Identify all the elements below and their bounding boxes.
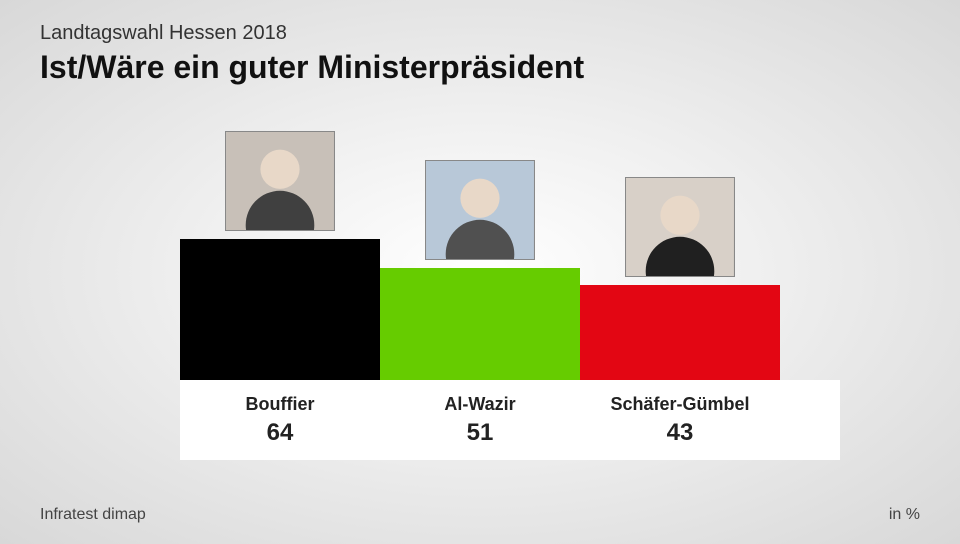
header: Landtagswahl Hessen 2018 Ist/Wäre ein gu… [0,0,960,86]
candidate-photo-0 [225,131,335,231]
bar-group-1 [380,160,580,380]
label-cell-0: Bouffier 64 [180,380,380,460]
candidate-photo-2 [625,177,735,277]
candidate-name-2: Schäfer-Gümbel [610,394,749,415]
candidate-name-0: Bouffier [246,394,315,415]
bar-0 [180,239,380,380]
label-cell-2: Schäfer-Gümbel 43 [580,380,780,460]
source-label: Infratest dimap [40,506,146,524]
bar-group-0 [180,131,380,380]
footer: Infratest dimap in % [40,506,920,524]
candidate-value-0: 64 [267,419,294,447]
bar-2 [580,285,780,380]
candidate-value-1: 51 [467,419,494,447]
candidate-name-1: Al-Wazir [444,394,515,415]
chart-title: Ist/Wäre ein guter Ministerpräsident [40,49,920,86]
candidate-photo-1 [425,160,535,260]
chart-subtitle: Landtagswahl Hessen 2018 [40,22,920,45]
label-cell-1: Al-Wazir 51 [380,380,580,460]
chart-area [180,120,840,380]
candidate-value-2: 43 [667,419,694,447]
labels-row: Bouffier 64 Al-Wazir 51 Schäfer-Gümbel 4… [180,380,840,460]
unit-label: in % [889,506,920,524]
bar-group-2 [580,177,780,380]
bar-1 [380,268,580,380]
